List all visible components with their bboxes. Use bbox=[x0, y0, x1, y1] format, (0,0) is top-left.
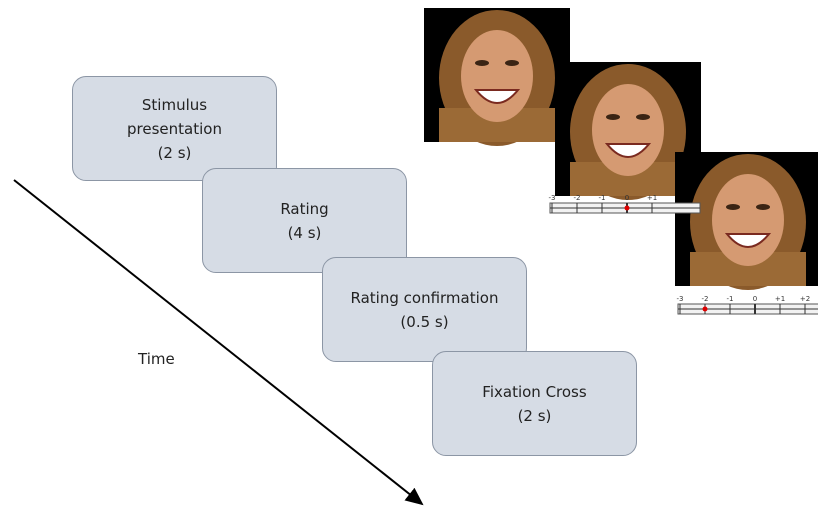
step-duration: (2 s) bbox=[158, 141, 192, 165]
scale-label: +1 bbox=[647, 194, 657, 202]
step-label: Rating bbox=[280, 197, 328, 221]
step-label: Rating confirmation bbox=[351, 286, 499, 310]
scale-label: -2 bbox=[702, 295, 709, 303]
step-duration: (4 s) bbox=[288, 221, 322, 245]
step-duration: (2 s) bbox=[518, 404, 552, 428]
diagram: -3 -2 -1 0 +1 -3 -2 -1 0 +1 +2 Stimulus presentati… bbox=[0, 0, 818, 506]
scale-label: -3 bbox=[549, 194, 556, 202]
confirmation-image bbox=[675, 152, 818, 290]
time-label: Time bbox=[138, 350, 175, 368]
stimulus-image bbox=[424, 8, 570, 146]
step-box: Rating confirmation(0.5 s) bbox=[322, 257, 527, 362]
scale-label: -1 bbox=[599, 194, 606, 202]
rating-marker bbox=[625, 206, 630, 211]
step-label: Stimulus presentation bbox=[115, 93, 234, 141]
step-box: Stimulus presentation(2 s) bbox=[72, 76, 277, 181]
scale-label: +1 bbox=[775, 295, 785, 303]
scale-label: +2 bbox=[800, 295, 810, 303]
scale-label: -3 bbox=[677, 295, 684, 303]
scale-label: 0 bbox=[753, 295, 757, 303]
step-duration: (0.5 s) bbox=[400, 310, 448, 334]
rating-marker bbox=[703, 307, 708, 312]
step-box: Fixation Cross(2 s) bbox=[432, 351, 637, 456]
scale-label: -1 bbox=[727, 295, 734, 303]
scale-label: -2 bbox=[574, 194, 581, 202]
scale-label: 0 bbox=[625, 194, 629, 202]
step-label: Fixation Cross bbox=[482, 380, 586, 404]
